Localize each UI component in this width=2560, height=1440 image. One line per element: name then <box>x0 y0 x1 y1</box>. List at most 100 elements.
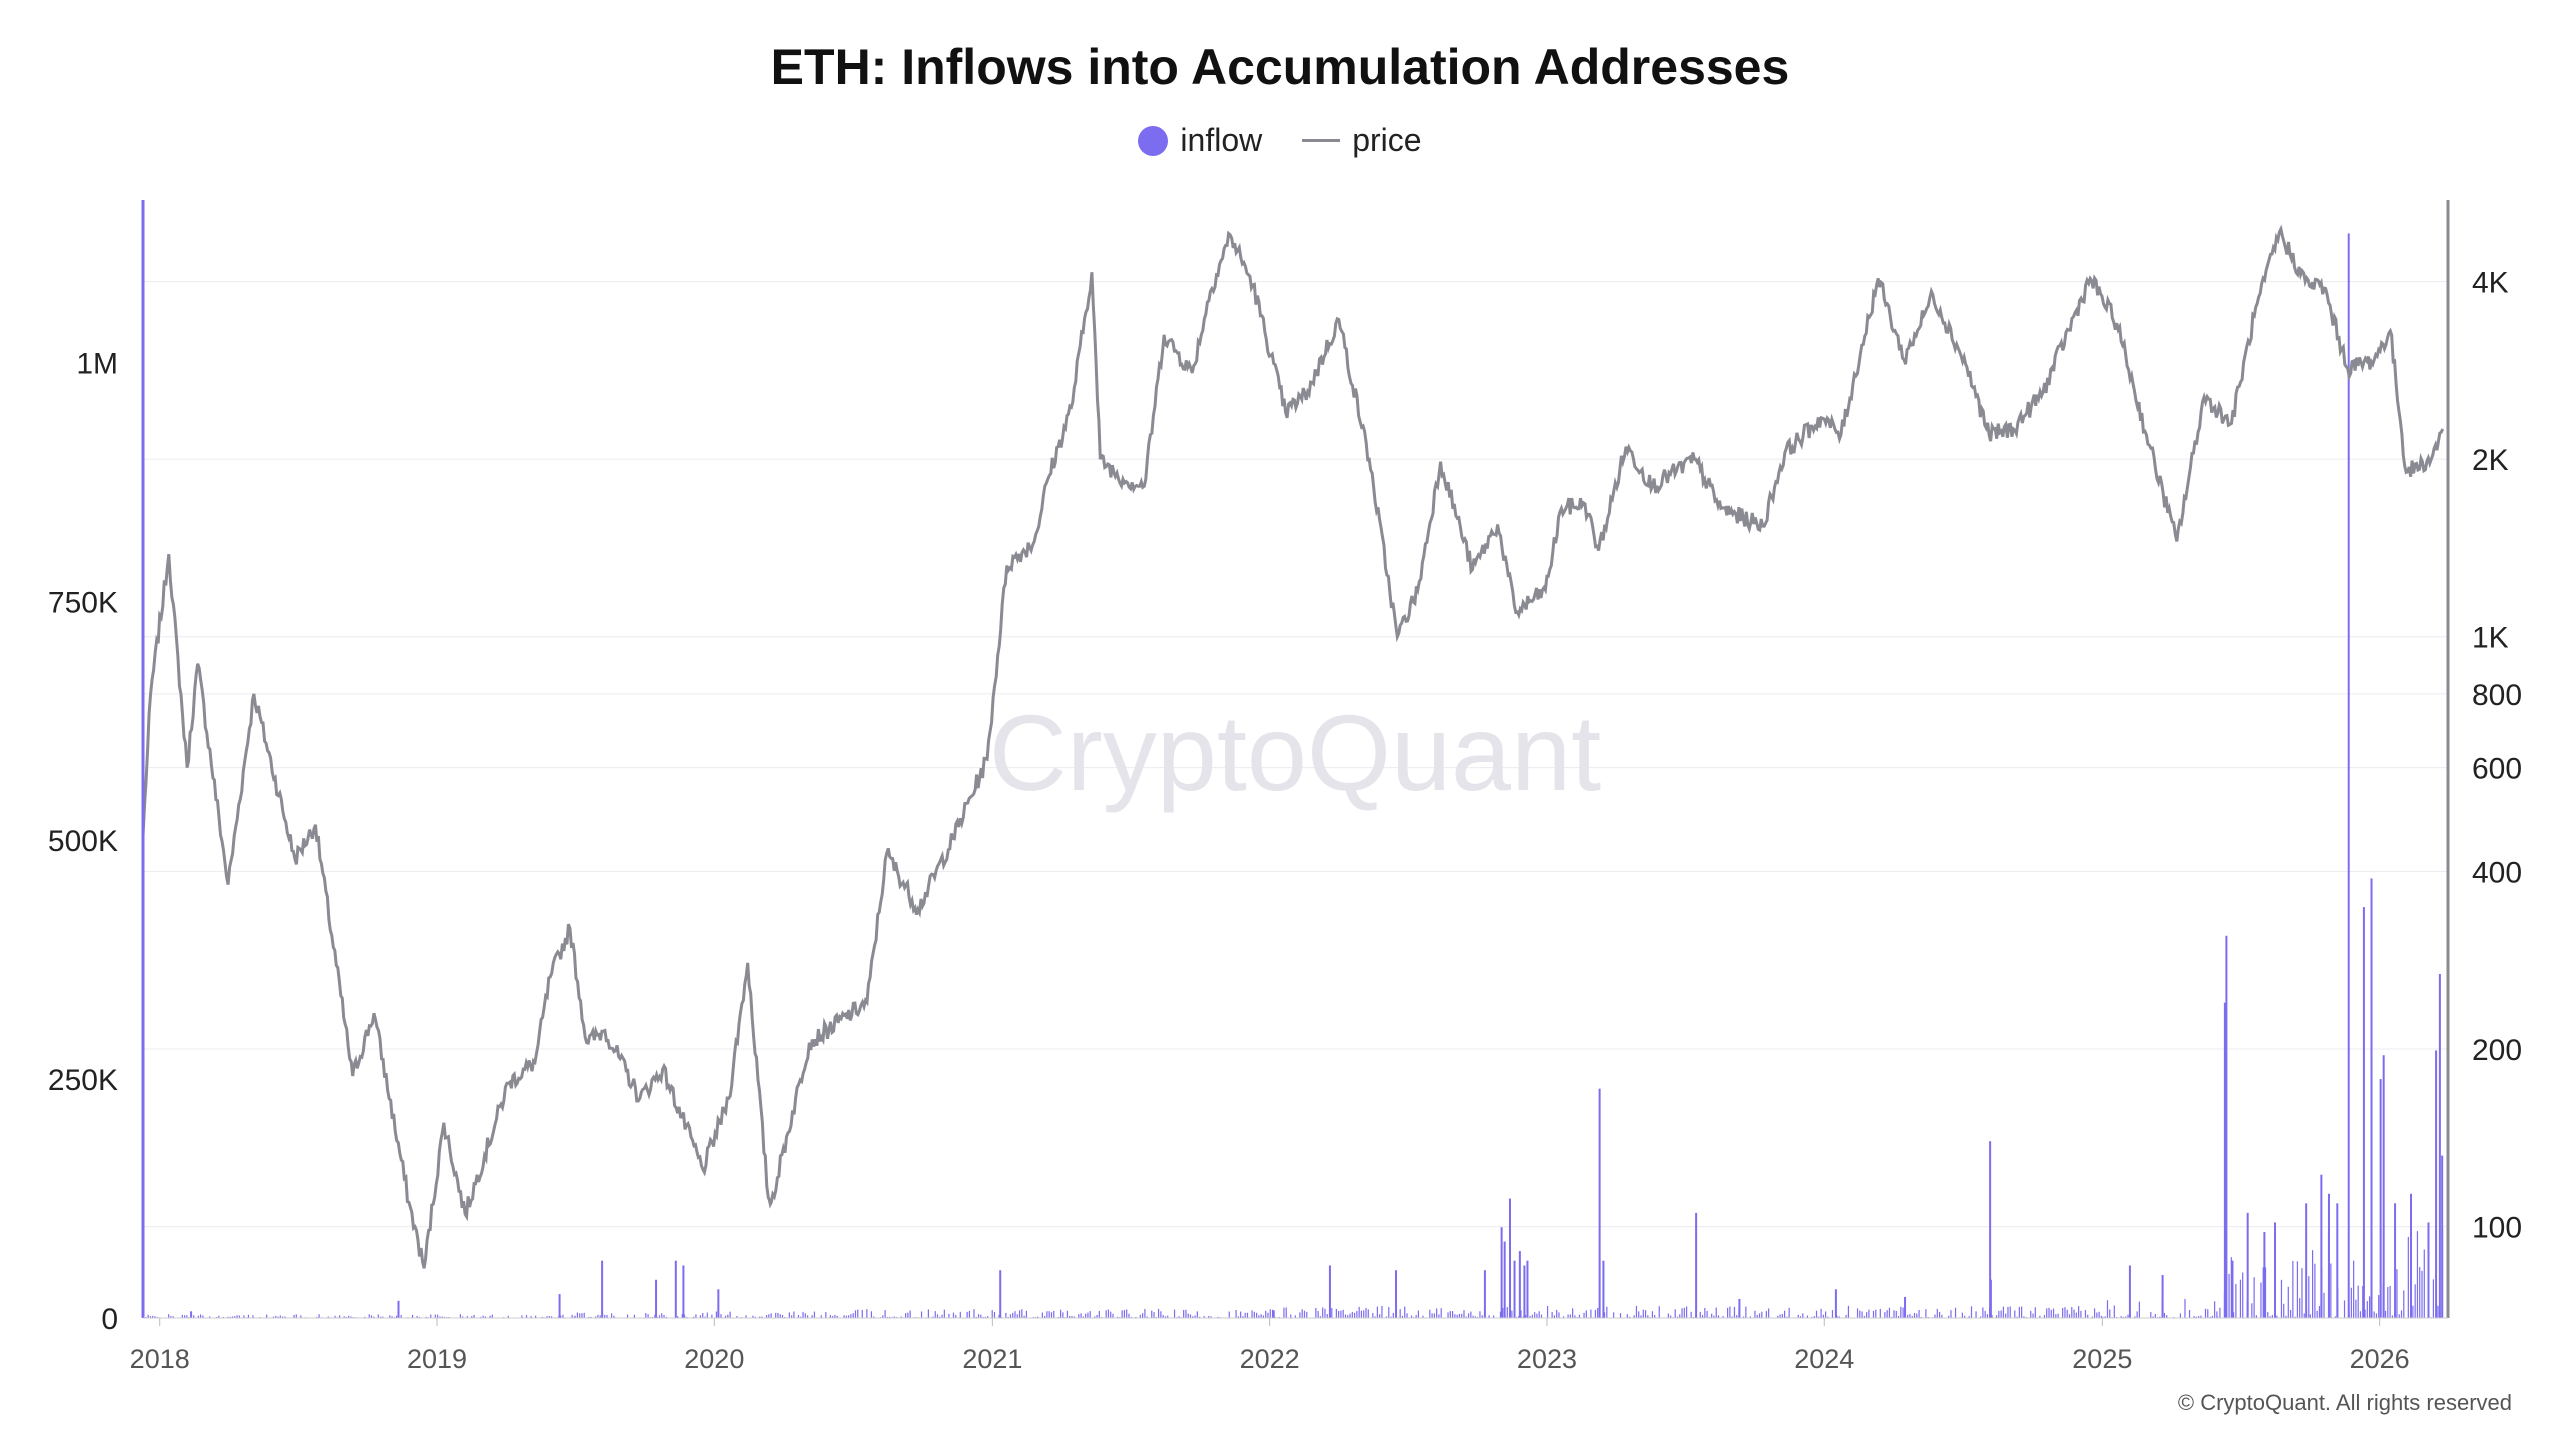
inflow-bar <box>1745 1306 1747 1318</box>
inflow-bar <box>1199 1316 1201 1318</box>
inflow-bar <box>1363 1310 1365 1318</box>
inflow-bar <box>2163 1312 2166 1318</box>
inflow-bar <box>754 1316 756 1318</box>
inflow-bar <box>400 1315 402 1318</box>
inflow-bar <box>181 1314 183 1318</box>
inflow-bar <box>149 1316 152 1318</box>
legend-price-label: price <box>1352 122 1422 158</box>
inflow-bar <box>1685 1306 1688 1318</box>
inflow-bar <box>2075 1312 2077 1318</box>
inflow-bar <box>2253 1277 2255 1318</box>
inflow-bar <box>1255 1312 1258 1318</box>
inflow-bar <box>1989 1279 1992 1318</box>
inflow-bar <box>834 1314 836 1318</box>
inflow-bar <box>156 1316 158 1318</box>
inflow-bar <box>2154 1314 2156 1318</box>
inflow-bar <box>793 1311 795 1318</box>
inflow-bar <box>991 1310 993 1318</box>
x-tick-label: 2019 <box>407 1344 467 1374</box>
inflow-bar <box>1667 1313 1669 1318</box>
copyright-footer: © CryptoQuant. All rights reserved <box>2177 1390 2512 1415</box>
inflow-bar <box>2271 1315 2273 1318</box>
inflow-bar <box>1583 1312 1585 1318</box>
inflow-bar <box>391 1316 393 1318</box>
inflow-bar <box>2134 1316 2136 1318</box>
inflow-bar <box>1644 1310 1647 1318</box>
inflow-bar <box>1208 1316 1210 1318</box>
inflow-bar <box>2078 1306 2080 1318</box>
inflow-bar <box>227 1316 229 1318</box>
inflow-bar <box>1050 1312 1053 1318</box>
inflow-bar <box>1112 1313 1114 1318</box>
inflow-bar <box>1891 1316 1893 1318</box>
inflow-bar <box>2084 1310 2087 1318</box>
inflow-bar <box>1503 1241 1506 1318</box>
inflow-bar <box>2303 1313 2305 1318</box>
inflow-bar <box>2296 1261 2299 1318</box>
inflow-bar <box>1379 1314 1381 1318</box>
inflow-bar <box>1954 1307 1957 1318</box>
inflow-bar <box>1522 1316 1524 1318</box>
inflow-bar <box>1907 1314 1909 1318</box>
inflow-bar <box>1151 1310 1153 1318</box>
inflow-bar <box>2350 1287 2352 1318</box>
inflow-bar <box>1246 1312 1249 1318</box>
inflow-bar <box>2308 1276 2310 1318</box>
inflow-bar <box>1585 1310 1587 1318</box>
legend-item-price[interactable]: price <box>1302 122 1422 159</box>
inflow-bar <box>1781 1314 1783 1318</box>
y-right-tick-label: 100 <box>2472 1212 2522 1245</box>
inflow-bar <box>1096 1314 1098 1318</box>
inflow-bar <box>1315 1307 1317 1318</box>
inflow-bar <box>2125 1316 2127 1318</box>
inflow-bar <box>1183 1309 1185 1318</box>
inflow-bar <box>1285 1307 1287 1318</box>
inflow-bar <box>909 1310 911 1318</box>
inflow-bar <box>1422 1315 1424 1318</box>
inflow-bar <box>1267 1312 1269 1318</box>
inflow-bar <box>1192 1316 1194 1318</box>
inflow-bar <box>717 1289 720 1318</box>
inflow-bar <box>1569 1314 1571 1318</box>
inflow-bar <box>1904 1296 1907 1318</box>
inflow-bar <box>2198 1316 2200 1318</box>
inflow-bar <box>1868 1309 1870 1318</box>
inflow-bar <box>907 1312 909 1318</box>
inflow-bar <box>633 1314 635 1318</box>
inflow-bar <box>2225 935 2228 1318</box>
inflow-bar <box>154 1316 156 1318</box>
inflow-bar <box>1472 1315 1474 1318</box>
inflow-bar <box>1433 1313 1435 1318</box>
inflow-bar <box>1271 1309 1274 1318</box>
inflow-bar <box>236 1315 238 1318</box>
inflow-bar <box>1638 1311 1640 1318</box>
inflow-bar <box>1005 1312 1007 1318</box>
y-right-tick-label: 2K <box>2472 444 2509 477</box>
inflow-bar <box>2289 1309 2292 1318</box>
inflow-bar <box>202 1315 204 1318</box>
inflow-bar <box>2294 1316 2296 1318</box>
inflow-bar <box>1511 1310 1513 1318</box>
inflow-bar <box>1534 1312 1536 1318</box>
inflow-bar <box>2230 1257 2232 1318</box>
inflow-bar <box>1135 1316 1137 1318</box>
inflow-bar <box>1738 1298 1741 1318</box>
inflow-bar <box>1322 1307 1324 1318</box>
inflow-bar <box>1340 1310 1342 1318</box>
inflow-bar <box>2427 1222 2430 1318</box>
inflow-bar <box>193 1315 195 1318</box>
inflow-bar <box>2260 1282 2262 1318</box>
inflow-bar <box>480 1316 482 1318</box>
inflow-bar <box>2098 1311 2100 1318</box>
inflow-bar <box>2219 1307 2221 1318</box>
inflow-bar <box>2039 1315 2041 1318</box>
inflow-bar <box>1046 1311 1048 1318</box>
inflow-bar <box>1401 1315 1404 1318</box>
inflow-bar <box>521 1315 523 1318</box>
inflow-bar <box>1467 1313 1470 1318</box>
inflow-bar <box>1306 1311 1308 1318</box>
inflow-bar <box>2093 1308 2096 1318</box>
inflow-bar <box>1756 1315 1758 1318</box>
inflow-bar <box>1986 1314 1989 1318</box>
legend-item-inflow[interactable]: inflow <box>1138 122 1262 159</box>
